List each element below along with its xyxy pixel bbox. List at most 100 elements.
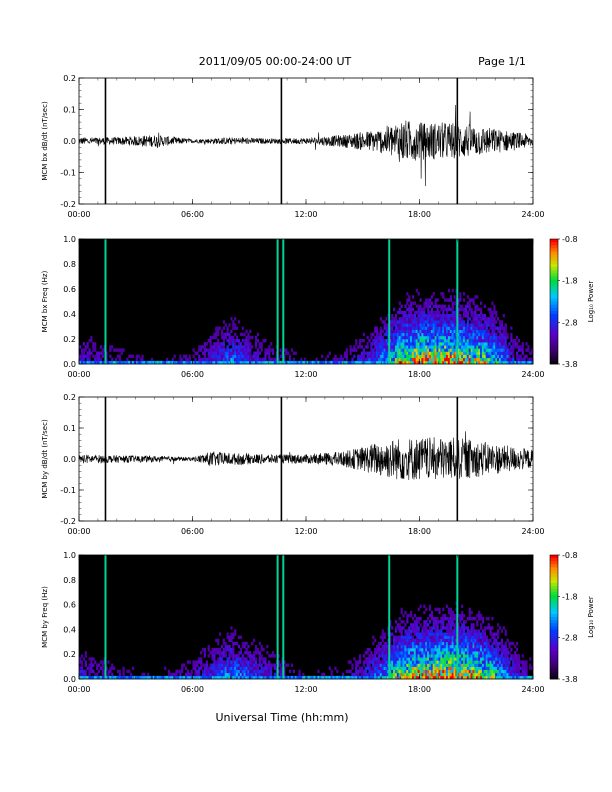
- spectrogram-cell: [417, 342, 420, 346]
- spectrogram-cell: [417, 663, 420, 667]
- spectrogram-cell: [430, 342, 434, 346]
- spectrogram-cell: [468, 326, 471, 330]
- spectrogram-cell: [383, 354, 386, 359]
- spectrogram-cell: [417, 641, 420, 646]
- spectrogram-cell: [262, 672, 265, 677]
- spectrogram-cell: [476, 348, 479, 352]
- spectrogram-cell: [487, 329, 490, 334]
- spectrogram-cell: [215, 672, 218, 677]
- spectrogram-cell: [504, 339, 507, 343]
- spectrogram-cell: [451, 329, 454, 334]
- spectrogram-cell: [114, 360, 118, 365]
- spectrogram-cell: [404, 629, 407, 633]
- spectrogram-cell: [463, 339, 466, 343]
- spectrogram-cell: [394, 626, 398, 630]
- spectrogram-cell: [453, 332, 456, 337]
- spectrogram-cell: [372, 339, 375, 343]
- spectrogram-cell: [447, 623, 451, 627]
- spectrogram-cell: [368, 666, 371, 670]
- spectrogram-cell: [491, 314, 494, 318]
- spectrogram-cell: [317, 360, 320, 365]
- spectrogram-cell: [264, 354, 267, 359]
- spectrogram-cell: [493, 326, 496, 330]
- spectrogram-cell: [430, 357, 434, 362]
- spectrogram-cell: [432, 651, 435, 655]
- spectrogram-cell: [512, 354, 515, 359]
- spectrogram-cell: [502, 657, 505, 661]
- spectrogram-cell: [425, 641, 428, 646]
- colorbar-swatch: [550, 257, 558, 262]
- spectrogram-cell: [205, 360, 208, 365]
- spectrogram-cell: [463, 332, 466, 337]
- spectrogram-cell: [300, 675, 303, 680]
- spectrogram-cell: [393, 666, 396, 670]
- spectrogram-cell: [449, 348, 452, 352]
- spectrogram-cell: [224, 675, 227, 680]
- spectrogram-cell: [425, 351, 428, 355]
- spectrogram-cell: [434, 669, 437, 674]
- spectrogram-cell: [211, 360, 214, 365]
- spectrogram-cell: [464, 332, 468, 337]
- spectrogram-cell: [502, 335, 505, 340]
- spectrogram-cell: [408, 654, 411, 658]
- spectrogram-cell: [109, 669, 112, 674]
- spectrogram-cell: [203, 666, 207, 670]
- colorbar-swatch: [550, 648, 558, 652]
- spectrogram-cell: [184, 354, 188, 359]
- spectrogram-cell: [389, 641, 392, 646]
- spectrogram-cell: [410, 360, 413, 365]
- spectrogram-cell: [411, 644, 415, 649]
- spectrogram-cell: [457, 314, 460, 318]
- spectrogram-cell: [451, 351, 454, 355]
- spectrogram-cell: [338, 360, 341, 365]
- spectrogram-cell: [428, 651, 432, 655]
- spectrogram-cell: [80, 354, 84, 359]
- spectrogram-cell: [514, 666, 517, 670]
- spectrogram-cell: [413, 626, 417, 630]
- spectrogram-cell: [436, 320, 439, 324]
- spectrogram-cell: [372, 657, 375, 661]
- spectrogram-cell: [381, 651, 384, 655]
- spectrogram-cell: [461, 320, 464, 324]
- spectrogram-cell: [247, 651, 250, 655]
- spectrogram-cell: [438, 607, 441, 612]
- spectrogram-cell: [200, 345, 203, 349]
- spectrogram-cell: [425, 651, 428, 655]
- spectrogram-cell: [430, 641, 434, 646]
- spectrogram-cell: [86, 351, 89, 355]
- spectrogram-cell: [217, 348, 220, 352]
- spectrogram-cell: [481, 329, 485, 334]
- spectrogram-cell: [495, 345, 498, 349]
- spectrogram-cell: [514, 660, 517, 664]
- spectrogram-cell: [493, 317, 496, 321]
- spectrogram-cell: [411, 348, 415, 352]
- spectrogram-cell: [476, 307, 479, 312]
- spectrogram-cell: [428, 301, 432, 305]
- spectrogram-cell: [444, 666, 447, 670]
- spectrogram-cell: [383, 675, 386, 680]
- spectrogram-cell: [410, 672, 413, 677]
- spectrogram-cell: [483, 335, 487, 340]
- spectrogram-cell: [88, 675, 91, 680]
- spectrogram-cell: [224, 332, 227, 337]
- spectrogram-cell: [423, 335, 426, 340]
- spectrogram-cell: [481, 644, 485, 649]
- spectrogram-cell: [251, 345, 254, 349]
- spectrogram-cell: [213, 345, 216, 349]
- spectrogram-cell: [512, 345, 515, 349]
- spectrogram-cell: [463, 644, 466, 649]
- spectrogram-cell: [239, 648, 242, 652]
- spectrogram-cell: [415, 617, 418, 621]
- spectrogram-cell: [247, 345, 250, 349]
- spectrogram-cell: [271, 357, 275, 362]
- spectrogram-cell: [500, 332, 504, 337]
- spectrogram-cell: [438, 310, 441, 315]
- spectrogram-cell: [362, 354, 365, 359]
- spectrogram-cell: [394, 654, 398, 658]
- spectrogram-cell: [126, 669, 129, 674]
- spectrogram-cell: [444, 675, 447, 680]
- spectrogram-cell: [277, 663, 280, 667]
- spectrogram-cell: [525, 666, 528, 670]
- spectrogram-cell: [474, 663, 477, 667]
- spectrogram-cell: [396, 675, 399, 680]
